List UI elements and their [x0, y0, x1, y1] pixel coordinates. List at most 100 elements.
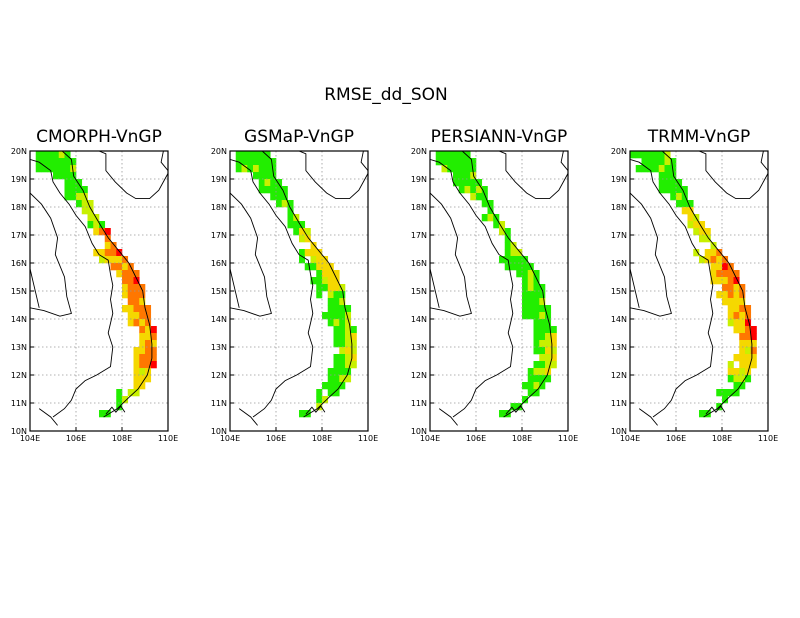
border-line	[760, 151, 768, 171]
rmse-cell	[750, 333, 757, 341]
rmse-cell	[264, 179, 271, 187]
rmse-cell	[710, 270, 717, 278]
rmse-cell	[699, 256, 706, 264]
panel-title: TRMM-VnGP	[647, 127, 751, 147]
rmse-cell	[522, 277, 529, 285]
rmse-cell	[276, 186, 283, 194]
rmse-cell	[316, 284, 323, 292]
rmse-cell	[93, 228, 100, 236]
rmse-cell	[716, 291, 723, 299]
y-tick-label: 10N	[611, 427, 627, 436]
rmse-cell	[539, 368, 546, 376]
rmse-cell	[333, 319, 340, 327]
rmse-cell	[527, 312, 534, 320]
rmse-cell	[441, 165, 448, 173]
y-tick-label: 16N	[611, 259, 627, 268]
rmse-cell	[447, 158, 454, 166]
rmse-cell	[481, 193, 488, 201]
rmse-cell	[750, 340, 757, 348]
y-tick-label: 14N	[611, 315, 627, 324]
rmse-cell	[716, 249, 723, 257]
rmse-cell	[464, 172, 471, 180]
axis-ticks: 104E 106E 108E 110E 20N 19N 18N 17N 16N 15N 14N 13N…	[411, 147, 578, 443]
y-tick-label: 19N	[611, 175, 627, 184]
y-tick-label: 13N	[11, 343, 27, 352]
rmse-cell	[339, 368, 346, 376]
rmse-cell	[441, 151, 448, 159]
rmse-cell	[670, 179, 677, 187]
y-tick-label: 12N	[411, 371, 427, 380]
rmse-cell	[293, 228, 300, 236]
rmse-cell	[281, 186, 288, 194]
rmse-cell	[145, 305, 152, 313]
rmse-cell	[722, 270, 729, 278]
rmse-cell	[316, 249, 323, 257]
rmse-cell	[739, 319, 746, 327]
rmse-cell	[258, 172, 265, 180]
rmse-cell	[139, 333, 146, 341]
rmse-cell	[522, 382, 529, 390]
coastline	[661, 151, 753, 418]
rmse-cell	[35, 165, 42, 173]
rmse-cell	[453, 158, 460, 166]
rmse-cell	[327, 312, 334, 320]
rmse-cell	[99, 221, 106, 229]
rmse-cell	[150, 347, 157, 355]
rmse-cell	[247, 165, 254, 173]
rmse-cell	[676, 179, 683, 187]
rmse-cell	[727, 319, 734, 327]
rmse-cell	[58, 172, 65, 180]
rmse-cell	[539, 284, 546, 292]
rmse-cell	[322, 270, 329, 278]
rmse-cell	[127, 291, 134, 299]
y-tick-label: 12N	[611, 371, 627, 380]
rmse-cell	[739, 291, 746, 299]
y-tick-label: 14N	[211, 315, 227, 324]
rmse-cell	[87, 207, 94, 215]
rmse-cell	[545, 312, 552, 320]
rmse-cell	[70, 165, 77, 173]
y-tick-label: 18N	[611, 203, 627, 212]
rmse-cell	[116, 249, 123, 257]
rmse-cell	[539, 326, 546, 334]
rmse-cell	[53, 158, 60, 166]
rmse-cell	[458, 165, 465, 173]
rmse-cell	[333, 368, 340, 376]
rmse-cell	[139, 375, 146, 383]
rmse-cell	[287, 221, 294, 229]
rmse-cell	[270, 186, 277, 194]
y-tick-label: 12N	[211, 371, 227, 380]
y-tick-label: 19N	[411, 175, 427, 184]
rmse-cell	[304, 235, 311, 243]
rmse-cell	[464, 186, 471, 194]
rmse-cell	[99, 256, 106, 264]
rmse-cell	[127, 284, 134, 292]
rmse-cell	[333, 277, 340, 285]
rmse-cell	[676, 193, 683, 201]
rmse-cell	[458, 158, 465, 166]
border-line	[30, 192, 72, 317]
border-line	[160, 151, 168, 171]
rmse-cell	[350, 354, 357, 362]
y-tick-label: 19N	[211, 175, 227, 184]
y-tick-label: 18N	[411, 203, 427, 212]
rmse-cell	[122, 396, 129, 404]
rmse-cell	[133, 319, 140, 327]
rmse-cell	[739, 347, 746, 355]
rmse-cell	[681, 193, 688, 201]
rmse-cell	[664, 186, 671, 194]
rmse-cell	[716, 277, 723, 285]
border-line	[30, 158, 114, 418]
rmse-cell	[727, 277, 734, 285]
rmse-cell	[333, 284, 340, 292]
y-tick-label: 15N	[611, 287, 627, 296]
rmse-cell	[122, 270, 129, 278]
rmse-cell	[653, 158, 660, 166]
rmse-cell	[733, 319, 740, 327]
rmse-cell	[299, 410, 306, 418]
rmse-cell	[733, 270, 740, 278]
graticule	[230, 151, 368, 431]
rmse-cell	[53, 151, 60, 159]
rmse-cell	[104, 249, 111, 257]
